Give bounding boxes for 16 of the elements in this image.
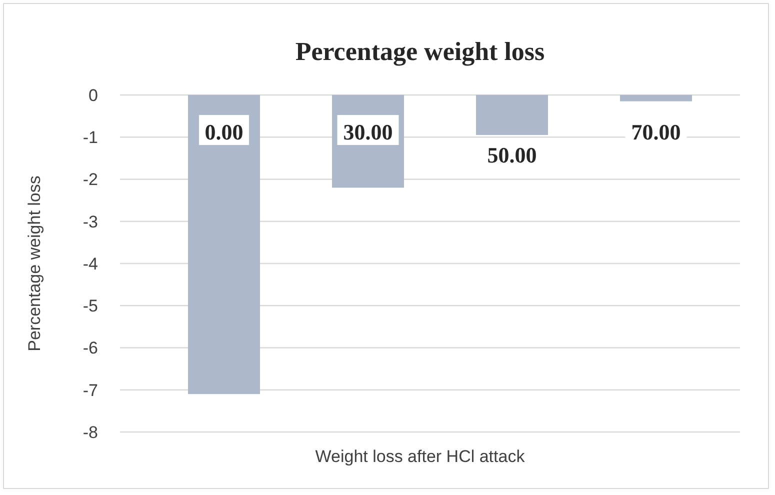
series-label: 70.00 [631,120,681,145]
chart-title: Percentage weight loss [295,37,545,66]
y-tick-label: -4 [82,254,98,274]
y-axis-title: Percentage weight loss [25,176,44,352]
y-tick-label: -7 [82,380,98,400]
series-label: 50.00 [487,142,537,168]
y-tick-label: -6 [82,338,98,358]
series-label: 30.00 [343,120,393,145]
x-axis-title: Weight loss after HCl attack [315,447,526,466]
y-tick-label: -3 [82,212,98,232]
y-tick-label: -8 [82,422,98,442]
series-label: 0.00 [204,120,244,145]
y-tick-label: -1 [82,128,98,148]
y-tick-label: -5 [82,296,98,316]
y-tick-label: 0 [88,86,98,105]
y-tick-label: -2 [82,170,98,190]
